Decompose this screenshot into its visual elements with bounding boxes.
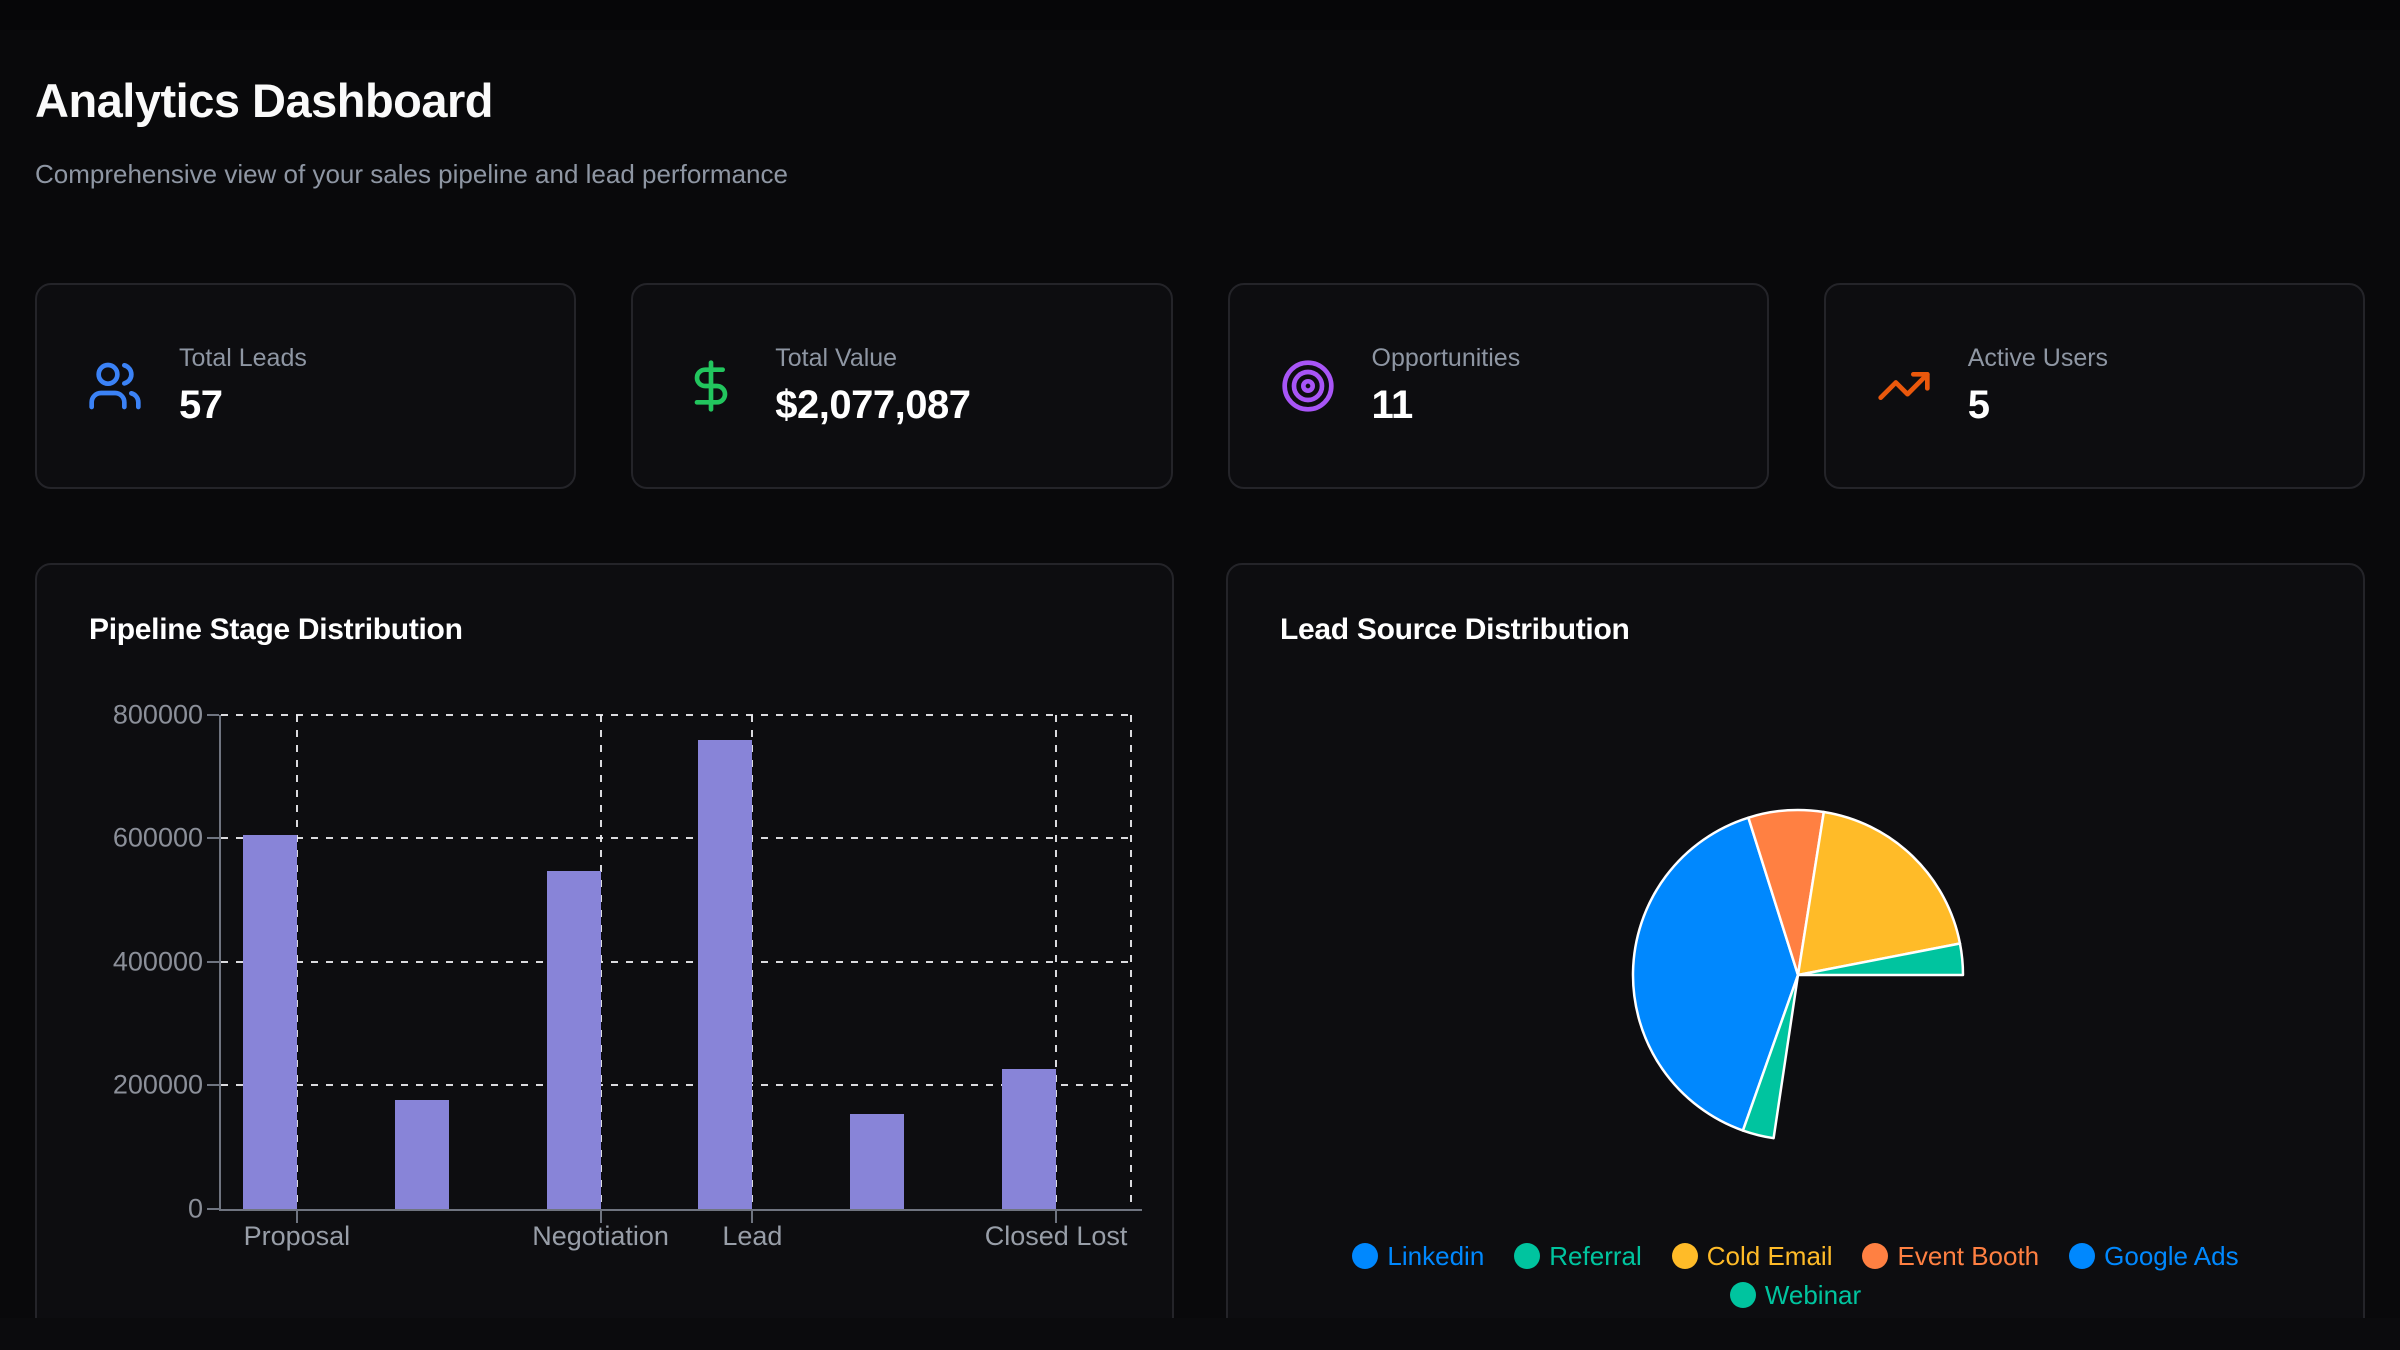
page-title: Analytics Dashboard — [35, 74, 494, 127]
bar-value-stage-5[interactable] — [850, 1114, 905, 1209]
legend-dot — [1352, 1243, 1379, 1270]
stat-value: $2,077,087 — [775, 382, 971, 427]
x-tick-mark — [1055, 1210, 1058, 1223]
dollar-sign-icon — [683, 358, 739, 414]
legend-label: Cold Email — [1706, 1240, 1833, 1271]
legend-dot — [1514, 1243, 1541, 1270]
x-tick-label: Negotiation — [532, 1220, 669, 1251]
pie-slice-referral[interactable] — [1796, 941, 1965, 976]
y-tick-label: 200000 — [112, 1069, 203, 1100]
footer-strip — [0, 1318, 2400, 1350]
x-tick-mark — [599, 1210, 602, 1223]
gridline-horizontal — [221, 960, 1132, 963]
pie-slice-linkedin[interactable] — [1631, 815, 1800, 1132]
gridline-vertical — [751, 714, 754, 1209]
top-strip — [0, 0, 2400, 30]
legend-dot — [1671, 1243, 1698, 1270]
y-tick-mark — [207, 713, 219, 716]
x-tick-label: Lead — [722, 1220, 783, 1251]
page-subtitle: Comprehensive view of your sales pipelin… — [35, 159, 788, 190]
pie-legend-item-cold-email: Cold Email — [1671, 1240, 1833, 1272]
target-icon — [1280, 358, 1336, 414]
y-tick-mark — [207, 837, 219, 840]
stat-card-total-value: Total Value $2,077,087 — [631, 282, 1173, 489]
gridline-horizontal — [221, 1084, 1132, 1087]
x-tick-label: Closed Lost — [984, 1220, 1128, 1251]
pie-legend-item-referral: Referral — [1514, 1240, 1642, 1272]
stat-label: Active Users — [1967, 343, 2109, 372]
bar-value-stage-2[interactable] — [394, 1099, 449, 1209]
legend-dot — [1729, 1282, 1756, 1309]
bar-value-Closed Lost[interactable] — [1002, 1069, 1057, 1209]
legend-dot — [2069, 1243, 2096, 1270]
y-tick-mark — [207, 1207, 219, 1210]
bar-chart-plot-area: Proposal Negotiation Lead Closed Lost 0 20000… — [113, 699, 1142, 1251]
x-tick-mark — [295, 1210, 298, 1223]
stat-label: Opportunities — [1371, 343, 1521, 372]
legend-label: Linkedin — [1387, 1240, 1485, 1271]
gridline-vertical-right-border — [1130, 714, 1132, 1209]
lead-source-distribution-card: Lead Source Distribution Linkedin Referra… — [1226, 562, 2365, 1318]
legend-label: Google Ads — [2104, 1240, 2239, 1271]
y-tick-label: 600000 — [112, 822, 203, 853]
pie-legend-row: Webinar — [1729, 1279, 1862, 1311]
legend-label: Webinar — [1764, 1279, 1862, 1310]
x-axis-line — [219, 1208, 1142, 1211]
stats-row: Total Leads 57 Total Value $2,077,087 — [35, 282, 2365, 489]
bar-chart-title: Pipeline Stage Distribution — [89, 612, 463, 646]
y-tick-label: 400000 — [112, 946, 203, 977]
gridline-vertical — [1055, 714, 1058, 1209]
bar-value-Proposal[interactable] — [242, 834, 297, 1209]
pie-slice-cold-email[interactable] — [1796, 810, 1962, 976]
legend-label: Event Booth — [1897, 1240, 2040, 1271]
y-axis-line — [219, 714, 221, 1209]
charts-row: Pipeline Stage Distribution Proposal Nego… — [35, 562, 2365, 1318]
pie-chart — [1631, 808, 1965, 1139]
x-tick-label: Proposal — [243, 1220, 351, 1251]
pipeline-stage-distribution-card: Pipeline Stage Distribution Proposal Nego… — [35, 562, 1174, 1318]
stat-card-active-users: Active Users 5 — [1823, 282, 2365, 489]
legend-dot — [1862, 1243, 1889, 1270]
stat-value: 11 — [1371, 382, 1414, 427]
stat-label: Total Leads — [179, 343, 307, 372]
gridline-horizontal — [221, 713, 1132, 716]
stat-card-total-leads: Total Leads 57 — [35, 282, 577, 489]
y-tick-label: 800000 — [112, 699, 203, 730]
pie-chart-title: Lead Source Distribution — [1280, 612, 1630, 646]
y-tick-mark — [207, 1084, 219, 1087]
bar-value-Lead[interactable] — [698, 740, 753, 1209]
y-tick-label: 0 — [187, 1193, 203, 1224]
x-tick-mark — [751, 1210, 754, 1223]
pie-legend-item-linkedin: Linkedin — [1352, 1241, 1484, 1272]
dashboard-page: Analytics Dashboard Comprehensive view o… — [0, 30, 2400, 1318]
gridline-horizontal — [221, 837, 1132, 840]
stat-value: 57 — [179, 382, 223, 427]
gridline-vertical — [295, 714, 298, 1209]
pie-legend-row: Linkedin Referral Cold Email Event Booth Goo… — [1352, 1240, 2239, 1272]
y-tick-mark — [207, 960, 219, 963]
trending-up-icon — [1876, 358, 1932, 414]
pie-legend-item-webinar: Webinar — [1729, 1279, 1862, 1311]
pie-legend-item-event-booth: Event Booth — [1862, 1241, 2039, 1272]
pie-slice-webinar[interactable] — [1741, 973, 1800, 1139]
stat-value: 5 — [1967, 382, 1990, 427]
gridline-vertical — [599, 714, 602, 1209]
pie-legend-item-google-ads: Google Ads — [2069, 1240, 2239, 1272]
users-icon — [87, 358, 143, 414]
stat-label: Total Value — [775, 343, 898, 372]
pie-chart-legend: Linkedin Referral Cold Email Event Booth Goo… — [1228, 1241, 2363, 1311]
bar-value-Negotiation[interactable] — [546, 871, 601, 1209]
stat-card-opportunities: Opportunities 11 — [1227, 282, 1769, 489]
legend-label: Referral — [1549, 1240, 1642, 1271]
